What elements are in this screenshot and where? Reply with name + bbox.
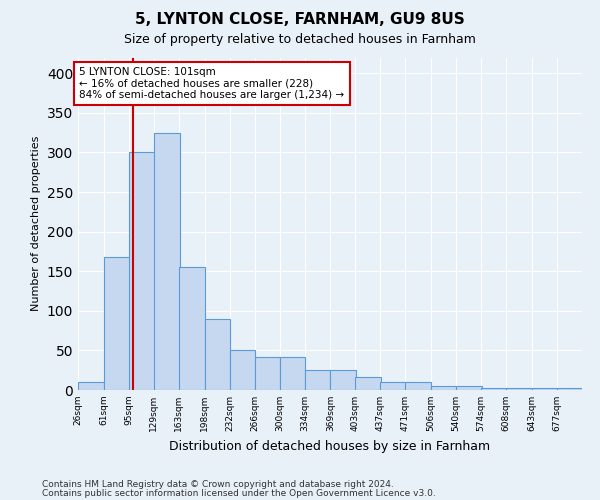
Bar	[557, 388, 583, 390]
Bar	[355, 376, 381, 390]
Bar	[406, 382, 431, 390]
Bar	[380, 382, 406, 390]
Bar	[129, 152, 155, 390]
Bar	[78, 382, 104, 390]
Bar	[481, 388, 507, 390]
Bar	[506, 388, 532, 390]
Bar	[205, 319, 230, 390]
Bar	[179, 268, 205, 390]
Text: Size of property relative to detached houses in Farnham: Size of property relative to detached ho…	[124, 32, 476, 46]
Bar	[331, 370, 356, 390]
Bar	[280, 357, 305, 390]
Bar	[154, 132, 179, 390]
Bar	[254, 357, 280, 390]
Text: Contains public sector information licensed under the Open Government Licence v3: Contains public sector information licen…	[42, 490, 436, 498]
Y-axis label: Number of detached properties: Number of detached properties	[31, 136, 41, 312]
Bar	[104, 257, 130, 390]
Bar	[431, 386, 457, 390]
X-axis label: Distribution of detached houses by size in Farnham: Distribution of detached houses by size …	[169, 440, 491, 452]
Bar	[456, 386, 482, 390]
Bar	[230, 350, 256, 390]
Text: 5, LYNTON CLOSE, FARNHAM, GU9 8US: 5, LYNTON CLOSE, FARNHAM, GU9 8US	[135, 12, 465, 28]
Text: Contains HM Land Registry data © Crown copyright and database right 2024.: Contains HM Land Registry data © Crown c…	[42, 480, 394, 489]
Bar	[305, 370, 331, 390]
Text: 5 LYNTON CLOSE: 101sqm
← 16% of detached houses are smaller (228)
84% of semi-de: 5 LYNTON CLOSE: 101sqm ← 16% of detached…	[79, 67, 344, 100]
Bar	[532, 388, 558, 390]
